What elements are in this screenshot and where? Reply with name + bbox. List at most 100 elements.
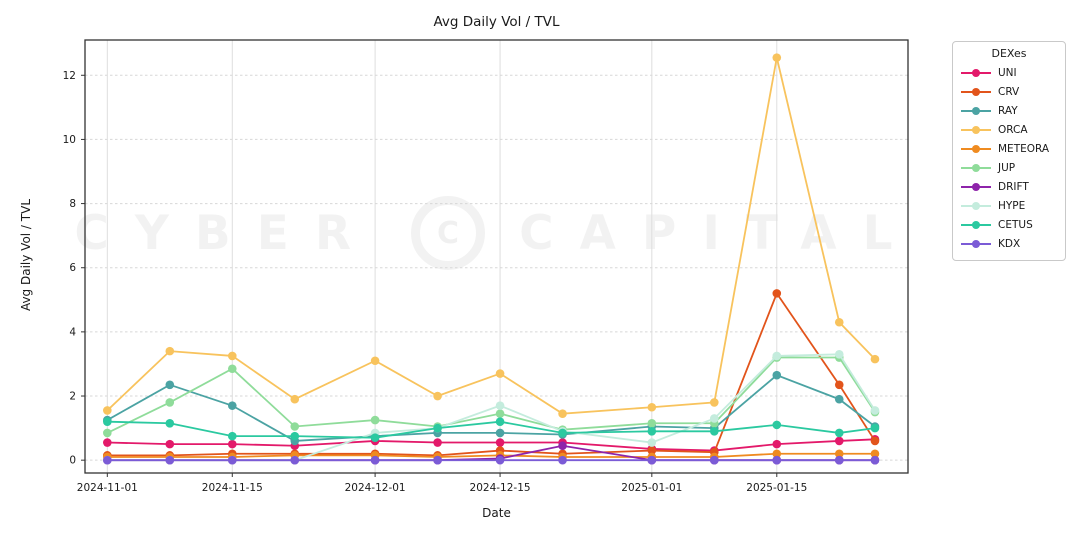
y-tick-label: 12 [63, 70, 76, 82]
series-line-uni [107, 438, 876, 452]
legend-item-jup: JUP [961, 158, 1057, 177]
legend-item-meteora: METEORA [961, 139, 1057, 158]
plot-border [84, 39, 909, 474]
x-tick-label: 2025-01-01 [621, 482, 682, 494]
y-tick-label: 4 [69, 326, 76, 338]
series-point-cetus [558, 428, 567, 438]
legend-swatch-icon [961, 220, 991, 229]
series-point-cetus [370, 433, 380, 443]
legend-label: METEORA [998, 142, 1050, 155]
watermark-text-left: CYBER [74, 205, 378, 261]
series-point-kdx [227, 455, 237, 465]
series-point-cetus [647, 427, 657, 436]
series-line-drift [107, 444, 875, 462]
legend-swatch-icon [961, 144, 991, 153]
series-point-jup [495, 409, 505, 418]
series-point-kdx [647, 455, 657, 465]
series-point-orca [870, 354, 880, 364]
x-tick-label: 2025-01-15 [746, 482, 807, 494]
series-point-cetus [834, 428, 844, 438]
series-point-cetus [227, 431, 237, 441]
legend-label: HYPE [998, 199, 1026, 212]
series-point-kdx [495, 455, 505, 465]
series-point-orca [710, 398, 719, 407]
legend-item-orca: ORCA [961, 120, 1057, 139]
legend-item-drift: DRIFT [961, 177, 1057, 196]
y-tick-label: 6 [69, 262, 76, 274]
series-point-crv [870, 436, 880, 446]
series-point-ray [772, 370, 782, 380]
series-point-meteora [870, 449, 880, 459]
series-point-orca [433, 391, 442, 401]
legend-swatch-icon [961, 106, 991, 115]
series-point-hype [870, 406, 880, 415]
series-point-orca [103, 406, 112, 415]
series-point-uni [227, 439, 237, 449]
series-point-jup [370, 415, 380, 425]
series-point-uni [834, 436, 844, 446]
legend-swatch-icon [961, 68, 991, 77]
series-point-hype [772, 351, 782, 361]
series-line-orca [106, 57, 876, 415]
series-point-jup [165, 398, 175, 407]
series-point-uni [433, 438, 442, 447]
chart-title: Avg Daily Vol / TVL [433, 14, 560, 30]
watermark: CYBER C CAPITAL [74, 196, 908, 270]
series-point-crv [647, 446, 657, 455]
series-point-ray [165, 380, 175, 390]
series-point-orca [558, 409, 567, 418]
series-point-kdx [870, 455, 880, 465]
series-point-uni [103, 438, 112, 447]
series-point-jup [227, 364, 237, 374]
series-point-kdx [370, 455, 380, 465]
series-point-ray [834, 394, 844, 404]
legend-swatch-icon [961, 125, 991, 134]
series-point-cetus [710, 427, 719, 436]
series-point-hype [710, 414, 719, 423]
x-tick-label: 2024-11-15 [202, 482, 263, 494]
watermark-logo-icon: C [411, 196, 486, 270]
legend-swatch-icon [961, 201, 991, 210]
series-point-cetus [290, 431, 300, 441]
series-point-orca [495, 369, 505, 378]
legend-label: CETUS [998, 218, 1033, 231]
legend-swatch-icon [961, 163, 991, 172]
series-point-crv [834, 380, 844, 390]
series-point-jup [647, 418, 657, 428]
series-point-cetus [103, 417, 112, 426]
x-axis-label: Date [482, 506, 511, 520]
y-axis-label: Avg Daily Vol / TVL [19, 198, 33, 312]
legend-swatch-icon [961, 239, 991, 248]
series-line-jup [106, 356, 876, 434]
series-point-jup [103, 428, 112, 438]
legend-label: JUP [998, 161, 1016, 174]
legend-title: DEXes [991, 47, 1027, 60]
series-point-cetus [495, 417, 505, 426]
legend-swatch-icon [961, 182, 991, 191]
series-point-kdx [772, 455, 782, 465]
legend-swatch-icon [961, 87, 991, 96]
series-point-uni [165, 439, 175, 449]
legend-label: UNI [998, 66, 1017, 79]
legend-label: DRIFT [998, 180, 1029, 193]
series-point-orca [772, 53, 782, 62]
legend-item-kdx: KDX [961, 234, 1057, 253]
x-tick-label: 2024-11-01 [77, 482, 138, 494]
legend-label: CRV [998, 85, 1020, 98]
series-point-orca [370, 356, 380, 366]
series-point-orca [165, 346, 175, 356]
series-point-kdx [433, 455, 442, 465]
series-point-ray [495, 428, 505, 438]
x-tick-label: 2024-12-15 [470, 482, 531, 494]
watermark-text-right: CAPITAL [519, 205, 919, 261]
series-point-orca [227, 351, 237, 361]
x-tick-label: 2024-12-01 [345, 482, 406, 494]
legend-item-ray: RAY [961, 101, 1057, 120]
series-line-cetus [107, 420, 876, 439]
series-point-crv [772, 289, 782, 298]
series-point-kdx [165, 455, 175, 465]
series-point-kdx [558, 455, 567, 465]
series-point-drift [558, 441, 567, 451]
